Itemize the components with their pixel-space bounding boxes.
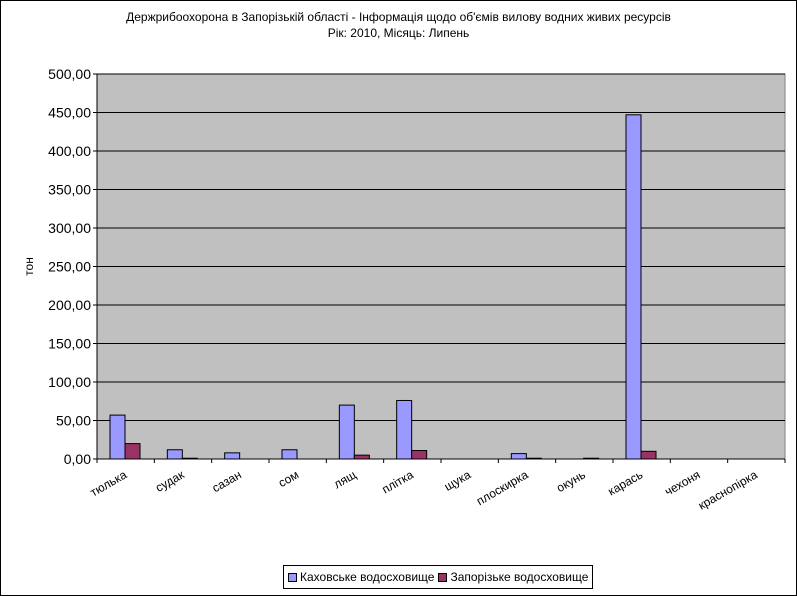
bar-zaporizke-1 [181, 457, 198, 460]
x-tick-label: тюлька [88, 467, 130, 499]
y-tick-label: 250,00 [48, 259, 91, 275]
x-tick-label: лящ [331, 467, 358, 491]
legend: Каховське водосховище Запорізьке водосхо… [283, 565, 594, 589]
bar-zaporizke-4 [353, 454, 370, 460]
bar-kakhovske-0 [109, 414, 126, 460]
bar-kakhovske-5 [396, 399, 413, 460]
y-tick-label: 500,00 [48, 66, 91, 82]
y-axis-label: тон [22, 257, 36, 276]
legend-swatch-zaporizke [438, 572, 448, 582]
x-tick-label: плітка [380, 467, 417, 496]
bar-kakhovske-7 [510, 453, 527, 460]
x-tick-label: щука [442, 467, 474, 493]
x-tick-label: плоскирка [474, 467, 531, 508]
y-tick-label: 400,00 [48, 143, 91, 159]
bar-kakhovske-9 [625, 114, 642, 460]
x-tick-label: сазан [210, 467, 244, 495]
chart-subtitle: Рік: 2010, Місяць: Липень [327, 26, 470, 40]
y-tick-label: 50,00 [56, 413, 91, 429]
y-tick-label: 0,00 [64, 451, 91, 467]
bar-zaporizke-7 [525, 457, 542, 460]
bar-kakhovske-1 [166, 449, 183, 460]
x-tick-label: чехоня [662, 467, 702, 498]
legend-label-zaporizke: Запорізьке водосховище [450, 570, 589, 584]
x-tick-label: окунь [554, 467, 588, 495]
y-tick-label: 200,00 [48, 297, 91, 313]
bar-zaporizke-5 [411, 450, 428, 460]
bar-kakhovske-4 [338, 404, 355, 460]
bar-kakhovske-3 [281, 449, 298, 460]
y-tick-label: 150,00 [48, 336, 91, 352]
legend-item-kakhovske: Каховське водосховище [288, 570, 434, 584]
x-tick-label: судак [153, 467, 187, 495]
y-tick-label: 300,00 [48, 220, 91, 236]
bar-zaporizke-0 [124, 443, 141, 460]
x-tick-label: сом [276, 467, 301, 490]
x-tick-label: краснопірка [696, 467, 760, 512]
y-tick-label: 450,00 [48, 105, 91, 121]
legend-item-zaporizke: Запорізьке водосховище [438, 570, 588, 584]
legend-swatch-kakhovske [288, 572, 297, 582]
y-tick-label: 350,00 [48, 182, 91, 198]
bar-zaporizke-8 [583, 457, 600, 460]
bar-kakhovske-2 [224, 452, 241, 460]
bar-zaporizke-9 [640, 450, 657, 460]
x-tick-label: карась [605, 467, 645, 498]
chart-title: Держрибоохорона в Запорізькій області - … [126, 10, 671, 24]
y-tick-label: 100,00 [48, 374, 91, 390]
legend-label-kakhovske: Каховське водосховище [300, 570, 435, 584]
